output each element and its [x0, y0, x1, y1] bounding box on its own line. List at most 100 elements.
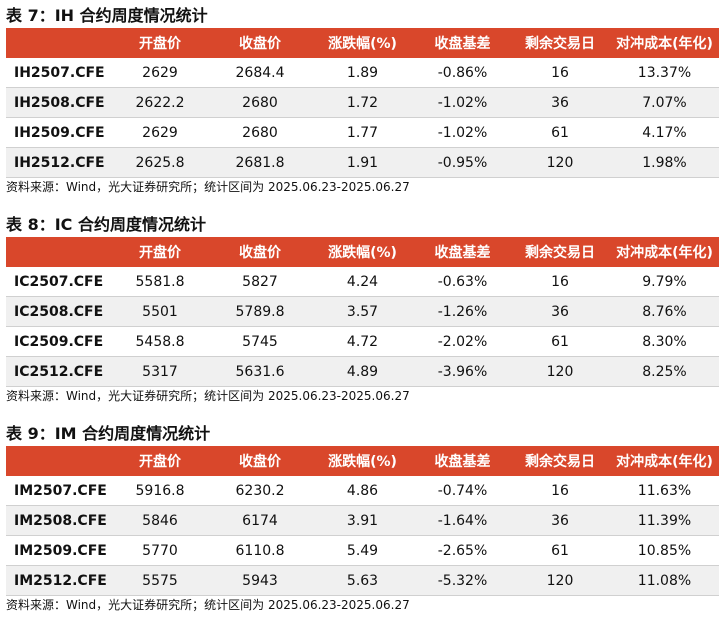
table-row: IC2509.CFE 5458.8 5745 4.72 -2.02% 61 8.30% [6, 326, 719, 357]
table-cell: 11.39% [610, 505, 719, 536]
table-cell: 1.91 [310, 147, 415, 178]
table-cell: 5943 [210, 565, 310, 596]
table-cell: 5745 [210, 326, 310, 357]
source-note: 资料来源：Wind，光大证券研究所；统计区间为 2025.06.23-2025.… [6, 389, 410, 403]
table-cell: 61 [510, 535, 610, 566]
table-cell: 5501 [110, 296, 210, 327]
table-cell: 2625.8 [110, 147, 210, 178]
table-cell: 3.91 [310, 505, 415, 536]
table-cell: 16 [510, 476, 610, 506]
table-cell: IC2512.CFE [6, 356, 110, 387]
table-cell: 5789.8 [210, 296, 310, 327]
table-cell: 2622.2 [110, 87, 210, 118]
header-cell: 收盘价 [210, 446, 310, 476]
table-cell: 3.57 [310, 296, 415, 327]
table-cell: 2681.8 [210, 147, 310, 178]
table-row: IM2512.CFE 5575 5943 5.63 -5.32% 120 11.08% [6, 565, 719, 596]
table-cell: 36 [510, 296, 610, 327]
table-cell: 8.76% [610, 296, 719, 327]
table-cell: -2.02% [415, 326, 510, 357]
header-cell: 对冲成本(年化) [610, 28, 719, 58]
table-cell: 2629 [110, 58, 210, 88]
table-cell: 5581.8 [110, 267, 210, 297]
table-title: 表 8：IC 合约周度情况统计 [6, 215, 206, 234]
table-row: IH2512.CFE 2625.8 2681.8 1.91 -0.95% 120 1.98% [6, 147, 719, 178]
table-cell: 16 [510, 267, 610, 297]
table-cell: -0.95% [415, 147, 510, 178]
table-cell: 6110.8 [210, 535, 310, 566]
table-cell: 5317 [110, 356, 210, 387]
table-block: 表 7：IH 合约周度情况统计开盘价 收盘价 涨跌幅(%) 收盘基差 剩余交易日 对冲成本… [6, 4, 719, 196]
table-cell: 9.79% [610, 267, 719, 297]
header-cell: 开盘价 [110, 446, 210, 476]
table-cell: 11.08% [610, 565, 719, 596]
table-cell: 11.63% [610, 476, 719, 506]
table-cell: 4.24 [310, 267, 415, 297]
table-cell: 5827 [210, 267, 310, 297]
table-cell: 10.85% [610, 535, 719, 566]
table-cell: 6230.2 [210, 476, 310, 506]
table-cell: 1.89 [310, 58, 415, 88]
header-cell: 对冲成本(年化) [610, 446, 719, 476]
header-cell: 涨跌幅(%) [310, 28, 415, 58]
table-row: IC2512.CFE 5317 5631.6 4.89 -3.96% 120 8.25% [6, 356, 719, 387]
table-row: IM2508.CFE 5846 6174 3.91 -1.64% 36 11.39% [6, 505, 719, 536]
table-cell: 2680 [210, 117, 310, 148]
header-cell: 对冲成本(年化) [610, 237, 719, 267]
table-cell: IC2508.CFE [6, 296, 110, 327]
table-cell: 4.17% [610, 117, 719, 148]
table-cell: 120 [510, 356, 610, 387]
table-cell: 2684.4 [210, 58, 310, 88]
table-cell: 5846 [110, 505, 210, 536]
table-cell: 2629 [110, 117, 210, 148]
table-cell: 5458.8 [110, 326, 210, 357]
table-cell: 5575 [110, 565, 210, 596]
table-title: 表 7：IH 合约周度情况统计 [6, 6, 208, 25]
header-cell: 收盘基差 [415, 28, 510, 58]
table-row: IC2508.CFE 5501 5789.8 3.57 -1.26% 36 8.76% [6, 296, 719, 327]
table-cell: 61 [510, 117, 610, 148]
header-row: 开盘价 收盘价 涨跌幅(%) 收盘基差 剩余交易日 对冲成本(年化) [6, 446, 719, 476]
table-cell: -3.96% [415, 356, 510, 387]
table-row: IH2507.CFE 2629 2684.4 1.89 -0.86% 16 13.37% [6, 58, 719, 88]
table-cell: -1.02% [415, 87, 510, 118]
table-row: IH2508.CFE 2622.2 2680 1.72 -1.02% 36 7.07% [6, 87, 719, 118]
table-cell: 1.77 [310, 117, 415, 148]
table-cell: IH2509.CFE [6, 117, 110, 148]
table-row: IM2509.CFE 5770 6110.8 5.49 -2.65% 61 10.85% [6, 535, 719, 566]
table-cell: 6174 [210, 505, 310, 536]
table-cell: IM2509.CFE [6, 535, 110, 566]
table-cell: 4.86 [310, 476, 415, 506]
table-row: IH2509.CFE 2629 2680 1.77 -1.02% 61 4.17% [6, 117, 719, 148]
table-cell: 4.89 [310, 356, 415, 387]
table-cell: IH2512.CFE [6, 147, 110, 178]
table-cell: -1.64% [415, 505, 510, 536]
header-cell: 剩余交易日 [510, 446, 610, 476]
table-cell: 36 [510, 87, 610, 118]
header-cell: 开盘价 [110, 28, 210, 58]
header-cell: 剩余交易日 [510, 237, 610, 267]
data-table: 开盘价 收盘价 涨跌幅(%) 收盘基差 剩余交易日 对冲成本(年化) IH2507.CFE 2… [6, 28, 719, 178]
table-cell: IM2507.CFE [6, 476, 110, 506]
table-cell: 8.30% [610, 326, 719, 357]
table-cell: IH2507.CFE [6, 58, 110, 88]
table-cell: IC2507.CFE [6, 267, 110, 297]
table-cell: -1.26% [415, 296, 510, 327]
header-cell: 涨跌幅(%) [310, 446, 415, 476]
table-cell: -5.32% [415, 565, 510, 596]
header-cell: 收盘价 [210, 28, 310, 58]
header-cell: 剩余交易日 [510, 28, 610, 58]
header-cell [6, 446, 110, 476]
table-cell: 5631.6 [210, 356, 310, 387]
table-row: IM2507.CFE 5916.8 6230.2 4.86 -0.74% 16 11.63% [6, 476, 719, 506]
table-row: IC2507.CFE 5581.8 5827 4.24 -0.63% 16 9.79% [6, 267, 719, 297]
table-cell: 4.72 [310, 326, 415, 357]
table-title: 表 9：IM 合约周度情况统计 [6, 424, 211, 443]
table-cell: 2680 [210, 87, 310, 118]
source-note: 资料来源：Wind，光大证券研究所；统计区间为 2025.06.23-2025.… [6, 598, 410, 612]
table-cell: 120 [510, 565, 610, 596]
header-cell: 收盘价 [210, 237, 310, 267]
header-row: 开盘价 收盘价 涨跌幅(%) 收盘基差 剩余交易日 对冲成本(年化) [6, 237, 719, 267]
table-cell: 36 [510, 505, 610, 536]
